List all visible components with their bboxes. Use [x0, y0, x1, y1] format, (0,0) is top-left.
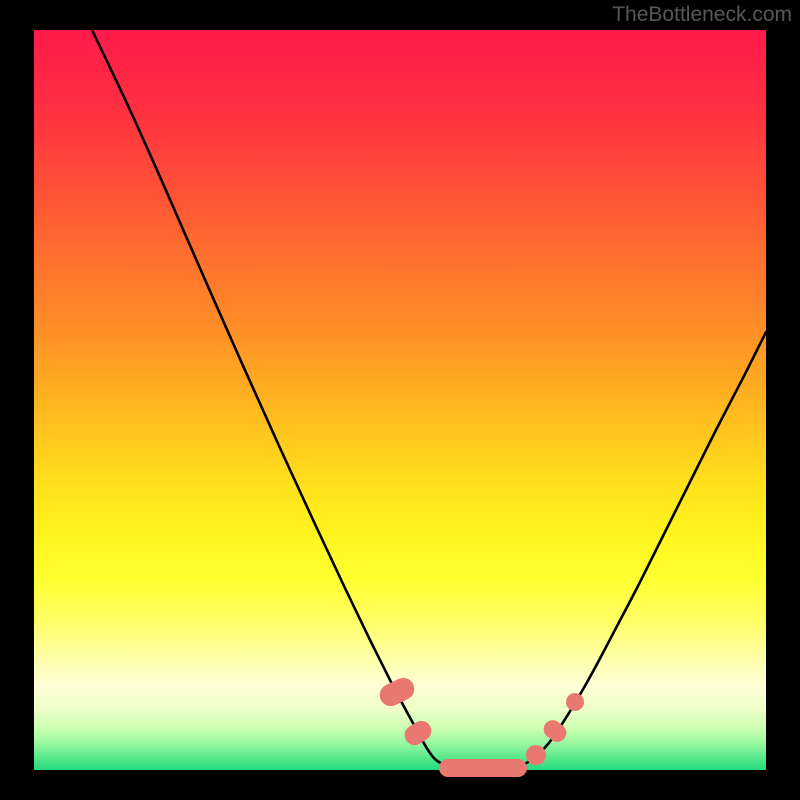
chart-frame: TheBottleneck.com [0, 0, 800, 800]
marker-capsule [439, 759, 527, 777]
marker-dot [526, 745, 546, 765]
bottleneck-chart [0, 0, 800, 800]
watermark-text: TheBottleneck.com [612, 3, 792, 27]
marker-dot [566, 693, 584, 711]
